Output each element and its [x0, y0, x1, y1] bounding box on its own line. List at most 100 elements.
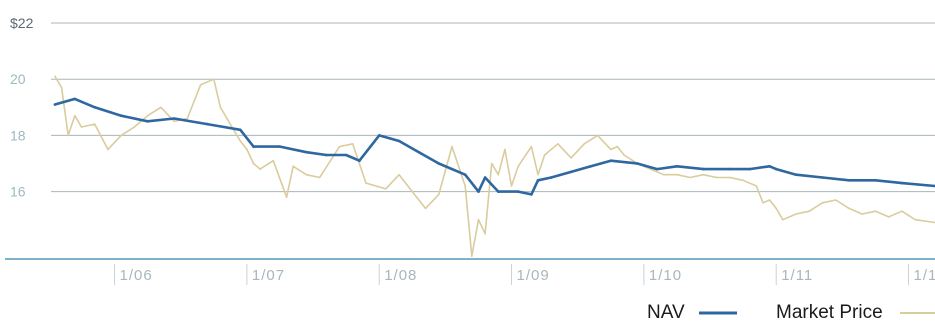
nav-point	[675, 165, 679, 168]
market-price-point	[835, 199, 837, 201]
market-price-point	[246, 148, 248, 151]
market-price-point	[120, 134, 122, 137]
market-price-point	[808, 210, 811, 212]
market-price-point	[471, 255, 473, 257]
x-tick-labels: 1/06 1/07 1/08 1/09 1/10 1/11 1/1	[114, 264, 935, 285]
market-price-point	[285, 196, 288, 198]
market-price-point	[351, 143, 354, 145]
market-price-point	[689, 176, 691, 179]
market-price-point	[755, 185, 758, 187]
market-price-point	[583, 143, 586, 145]
nav-point	[821, 176, 824, 179]
nav-point	[73, 97, 77, 101]
nav-point	[325, 153, 328, 157]
y-tick-label: 18	[10, 127, 26, 143]
market-price-point	[226, 117, 228, 120]
market-price-point	[649, 168, 652, 170]
market-price-point	[54, 75, 56, 78]
market-price-point	[451, 145, 453, 148]
market-price-point	[438, 193, 440, 196]
market-price-point	[252, 162, 255, 165]
market-price-point	[768, 199, 771, 201]
market-price-point	[213, 78, 215, 80]
nav-point	[305, 150, 308, 154]
market-price-point	[616, 145, 619, 148]
nav-point	[437, 162, 441, 165]
nav-line	[53, 97, 935, 196]
market-price-point	[497, 173, 500, 176]
market-price-point	[821, 202, 824, 204]
market-price-point	[795, 213, 797, 215]
nav-point	[874, 179, 877, 182]
nav-point	[609, 159, 613, 162]
market-price-point	[80, 126, 83, 128]
market-price-point	[146, 114, 149, 117]
nav-point	[172, 117, 176, 120]
market-price-point	[424, 207, 427, 210]
market-price-point	[596, 134, 599, 137]
market-price-series	[54, 75, 935, 258]
nav-point	[774, 167, 778, 171]
nav-point	[847, 179, 851, 182]
market-price-point	[318, 176, 321, 179]
nav-point	[483, 176, 487, 179]
market-price-point	[702, 173, 705, 176]
market-price-point	[219, 106, 222, 109]
nav-series	[53, 97, 935, 196]
nav-point	[252, 145, 255, 148]
nav-point	[794, 173, 798, 176]
market-price-point	[537, 173, 539, 176]
market-price-point	[272, 159, 275, 162]
market-price-point	[610, 148, 612, 151]
nav-point	[900, 181, 904, 185]
market-price-point	[67, 134, 69, 137]
nav-point	[728, 167, 732, 171]
y-tick-label: 16	[10, 184, 26, 200]
nav-point	[358, 159, 361, 162]
market-price-point	[239, 140, 242, 142]
market-price-point	[570, 157, 572, 159]
market-price-point	[186, 117, 189, 120]
market-price-point	[914, 218, 916, 221]
market-price-point	[160, 106, 162, 109]
market-price-point	[93, 123, 96, 125]
x-tick-label: 1/10	[649, 267, 682, 284]
market-price-point	[504, 148, 506, 151]
nav-point	[93, 106, 96, 109]
market-price-point	[775, 207, 777, 210]
market-price-point	[543, 154, 546, 156]
nav-point	[146, 120, 149, 123]
market-price-point	[782, 218, 784, 221]
market-price-point	[662, 173, 665, 176]
legend-label-market-price: Market Price	[776, 302, 883, 322]
y-tick-label: 20	[10, 71, 26, 87]
market-price-line	[54, 75, 935, 258]
market-price-point	[901, 210, 903, 212]
market-price-point	[517, 165, 519, 168]
market-price-point	[530, 145, 533, 148]
nav-point	[397, 139, 401, 143]
y-tick-labels: $22 20 18 16	[10, 15, 34, 200]
nav-point	[636, 162, 639, 165]
legend: NAV Market Price	[647, 302, 935, 322]
market-price-point	[715, 176, 718, 179]
nav-point	[344, 153, 348, 157]
market-price-point	[292, 165, 295, 168]
grid-lines	[51, 22, 935, 193]
nav-point	[748, 167, 751, 171]
market-price-point	[398, 173, 400, 176]
market-price-point	[173, 120, 175, 123]
market-price-point	[484, 232, 486, 235]
nav-point	[53, 103, 57, 106]
market-price-point	[305, 173, 308, 176]
market-price-point	[107, 148, 109, 151]
market-price-point	[510, 185, 513, 187]
market-price-point	[74, 114, 76, 117]
nav-point	[569, 170, 573, 174]
nav-point	[497, 190, 500, 193]
market-price-point	[259, 168, 261, 170]
market-price-point	[365, 182, 367, 184]
nav-point	[377, 134, 381, 137]
market-price-point	[742, 179, 744, 182]
